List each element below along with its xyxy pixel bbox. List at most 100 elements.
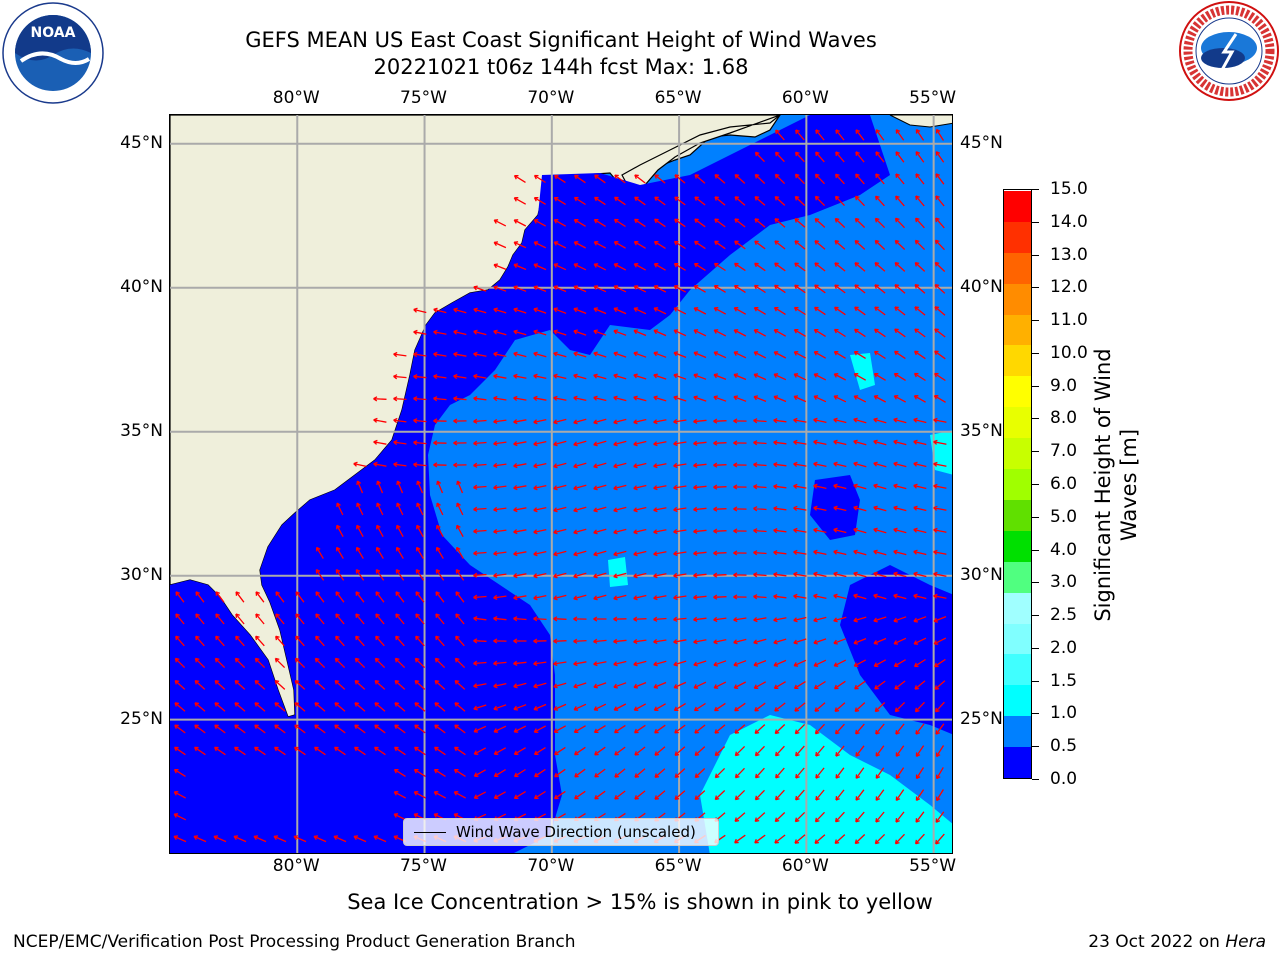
wave-direction-arrow	[533, 241, 547, 249]
wave-direction-arrow	[694, 768, 706, 779]
wave-direction-arrow	[813, 483, 827, 490]
wave-direction-arrow	[673, 263, 686, 271]
wave-direction-arrow	[933, 505, 947, 511]
wave-direction-arrow	[733, 594, 747, 600]
wave-direction-arrow	[673, 528, 687, 535]
wave-direction-arrow	[215, 591, 225, 603]
colorbar-label: 8.0	[1050, 408, 1078, 429]
wave-direction-arrow	[914, 680, 926, 690]
colorbar-title: Significant Height of Wind Waves [m]	[1091, 348, 1141, 622]
wave-direction-arrow	[853, 439, 867, 446]
wave-direction-arrow	[834, 262, 846, 272]
wave-direction-arrow	[893, 461, 907, 468]
map-legend: Wind Wave Direction (unscaled)	[403, 818, 719, 846]
wave-direction-arrow	[833, 351, 846, 359]
wave-direction-arrow	[613, 418, 627, 425]
wave-direction-arrow	[814, 306, 826, 316]
wave-direction-arrow	[513, 373, 527, 379]
wave-direction-arrow	[493, 351, 507, 358]
colorbar-segment	[1004, 314, 1031, 346]
wave-direction-arrow	[775, 767, 785, 779]
wave-direction-arrow	[433, 440, 447, 446]
wave-direction-arrow	[673, 440, 687, 447]
wave-direction-arrow	[694, 196, 706, 206]
wave-direction-arrow	[453, 307, 467, 314]
wave-direction-arrow	[235, 613, 245, 625]
wave-direction-arrow	[893, 593, 907, 600]
footer-date-text: 23 Oct 2022 on	[1088, 932, 1226, 952]
wave-direction-arrow	[774, 195, 786, 206]
wave-direction-arrow	[613, 462, 627, 469]
wave-direction-arrow	[553, 196, 566, 205]
wave-direction-arrow	[653, 307, 667, 315]
wave-direction-arrow	[693, 285, 706, 293]
wave-direction-arrow	[235, 591, 245, 603]
colorbar-label: 1.5	[1050, 670, 1078, 691]
wave-direction-arrow	[693, 702, 706, 712]
wave-direction-arrow	[813, 549, 827, 556]
wave-direction-arrow	[754, 745, 765, 757]
wave-direction-arrow	[895, 195, 905, 207]
lat-tick-right: 35°N	[960, 420, 1003, 441]
wave-direction-arrow	[613, 351, 627, 358]
colorbar-segment	[1004, 499, 1031, 531]
wave-direction-arrow	[473, 396, 487, 402]
wave-direction-arrow	[793, 306, 806, 316]
wave-direction-arrow	[493, 747, 507, 755]
wave-direction-arrow	[754, 724, 766, 735]
wave-direction-arrow	[593, 506, 607, 513]
colorbar-segment	[1004, 190, 1031, 222]
wave-direction-arrow	[295, 613, 305, 625]
wave-direction-arrow	[553, 440, 567, 447]
wave-direction-arrow	[553, 395, 567, 401]
wave-direction-arrow	[733, 418, 747, 424]
wave-direction-arrow	[513, 241, 527, 249]
wave-direction-arrow	[513, 441, 527, 447]
wave-direction-arrow	[573, 594, 587, 601]
wave-direction-arrow	[834, 680, 846, 690]
wave-direction-arrow	[714, 240, 726, 250]
wave-direction-arrow	[354, 724, 366, 734]
wave-direction-arrow	[793, 373, 807, 381]
wave-direction-arrow	[533, 703, 547, 711]
wave-direction-arrow	[493, 791, 506, 799]
wave-direction-arrow	[473, 484, 487, 490]
wave-direction-arrow	[835, 129, 845, 141]
wave-direction-arrow	[873, 395, 887, 403]
wave-direction-arrow	[833, 395, 847, 403]
wave-direction-arrow	[854, 702, 866, 713]
wave-direction-arrow	[533, 638, 547, 644]
wave-direction-arrow	[913, 527, 927, 534]
wave-direction-arrow	[274, 724, 286, 734]
wave-direction-arrow	[374, 702, 386, 712]
wave-direction-arrow	[893, 439, 907, 446]
wave-direction-arrow	[875, 173, 885, 185]
wave-direction-arrow	[934, 239, 945, 251]
wave-direction-arrow	[453, 768, 466, 777]
wave-direction-arrow	[433, 418, 447, 424]
wave-direction-arrow	[174, 702, 186, 712]
wave-direction-arrow	[834, 834, 846, 845]
wave-direction-arrow	[794, 262, 806, 272]
wave-direction-arrow	[613, 594, 627, 601]
wave-direction-arrow	[413, 307, 427, 314]
wave-direction-arrow	[633, 351, 647, 358]
wave-direction-arrow	[533, 790, 546, 800]
wave-direction-arrow	[195, 613, 205, 625]
wave-direction-arrow	[773, 528, 787, 534]
wave-direction-arrow	[753, 528, 767, 534]
wave-direction-arrow	[453, 396, 467, 402]
wave-direction-arrow	[873, 527, 887, 534]
wave-direction-arrow	[674, 746, 686, 756]
wave-direction-arrow	[833, 439, 847, 446]
wave-direction-arrow	[774, 173, 786, 185]
wave-direction-arrow	[753, 617, 767, 623]
wave-direction-arrow	[594, 768, 606, 778]
wave-direction-arrow	[734, 173, 746, 184]
wave-direction-arrow	[493, 550, 507, 556]
wave-direction-arrow	[513, 725, 527, 733]
colorbar-tick	[1032, 779, 1039, 780]
wave-direction-arrow	[935, 217, 945, 229]
wave-direction-arrow	[773, 550, 787, 556]
wave-direction-arrow	[653, 441, 667, 447]
